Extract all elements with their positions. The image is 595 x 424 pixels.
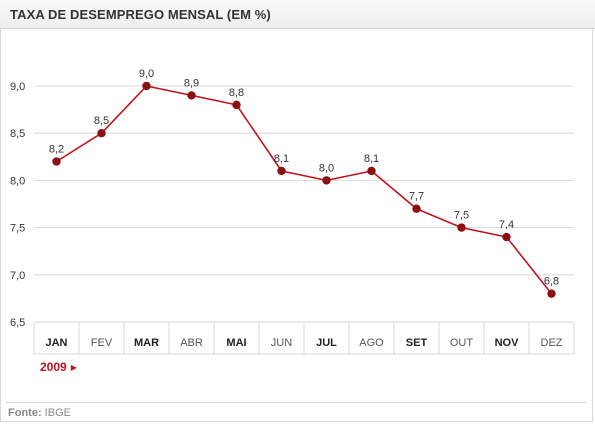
data-point [52,157,61,166]
y-tick-label: 6,5 [10,317,25,329]
series-line-layer [56,85,553,295]
data-points [52,81,556,298]
year-selector[interactable]: 2009 ▶ [40,360,77,374]
data-label: 7,4 [499,219,514,231]
x-tick-label: ABR [180,337,203,349]
data-label: 8,9 [184,77,199,89]
title-bar: TAXA DE DESEMPREGO MENSAL (EM %) [0,0,595,29]
data-point [277,166,286,176]
data-point [547,289,556,298]
x-tick-label: JUL [316,337,337,349]
y-tick-label: 9,0 [10,81,25,93]
data-label: 8,5 [94,115,109,127]
x-tick-label: FEV [91,337,113,349]
data-label: 6,8 [544,276,559,288]
x-tick-label: OUT [450,337,474,349]
chart-title: TAXA DE DESEMPREGO MENSAL (EM %) [10,7,271,22]
data-point [232,100,241,110]
x-tick-label: SET [406,337,428,349]
data-point [142,81,151,91]
data-label: 7,5 [454,210,469,222]
series-line [56,85,553,295]
data-label: 7,7 [409,191,424,203]
x-tick-label: JUN [271,337,292,349]
play-arrow-icon: ▶ [70,363,77,372]
data-point [97,129,106,138]
data-label: 8,2 [49,144,64,156]
y-tick-label: 8,5 [10,128,25,140]
grid-layer [33,85,575,355]
source-value: IBGE [44,407,71,419]
y-tick-label: 7,5 [10,223,25,235]
x-tick-label: DEZ [541,337,563,349]
data-point [322,176,331,185]
data-label: 8,8 [229,87,244,99]
data-label: 9,0 [139,68,154,80]
data-point [367,166,376,176]
data-labels: 8,2 8,5 9,0 8,9 8,8 8,1 8,0 8,1 7,7 7,5 7,4 6,8 [49,68,559,288]
x-tick-label: AGO [359,337,384,349]
source-label: Fonte: [8,407,42,419]
data-label: 8,1 [274,153,289,165]
y-tick-label: 7,0 [10,270,25,282]
x-tick-label: JAN [45,337,67,349]
y-tick-label: 8,0 [10,175,25,187]
year-label: 2009 [40,360,67,374]
data-label: 8,1 [364,153,379,165]
x-tick-label: NOV [495,337,520,349]
x-axis-ticks: JAN FEV MAR ABR MAI JUN JUL AGO SET OUT NOV DEZ [45,337,562,349]
data-label: 8,0 [319,162,334,174]
data-point [502,232,511,242]
x-tick-label: MAR [134,337,159,349]
data-point [187,91,196,100]
y-axis-ticks: 6,5 7,0 7,5 8,0 8,5 9,0 [10,81,25,329]
x-tick-label: MAI [226,337,246,349]
source-note: Fonte: IBGE [8,407,71,419]
data-point [457,223,466,232]
footer-divider [6,402,586,403]
data-point [412,204,421,213]
